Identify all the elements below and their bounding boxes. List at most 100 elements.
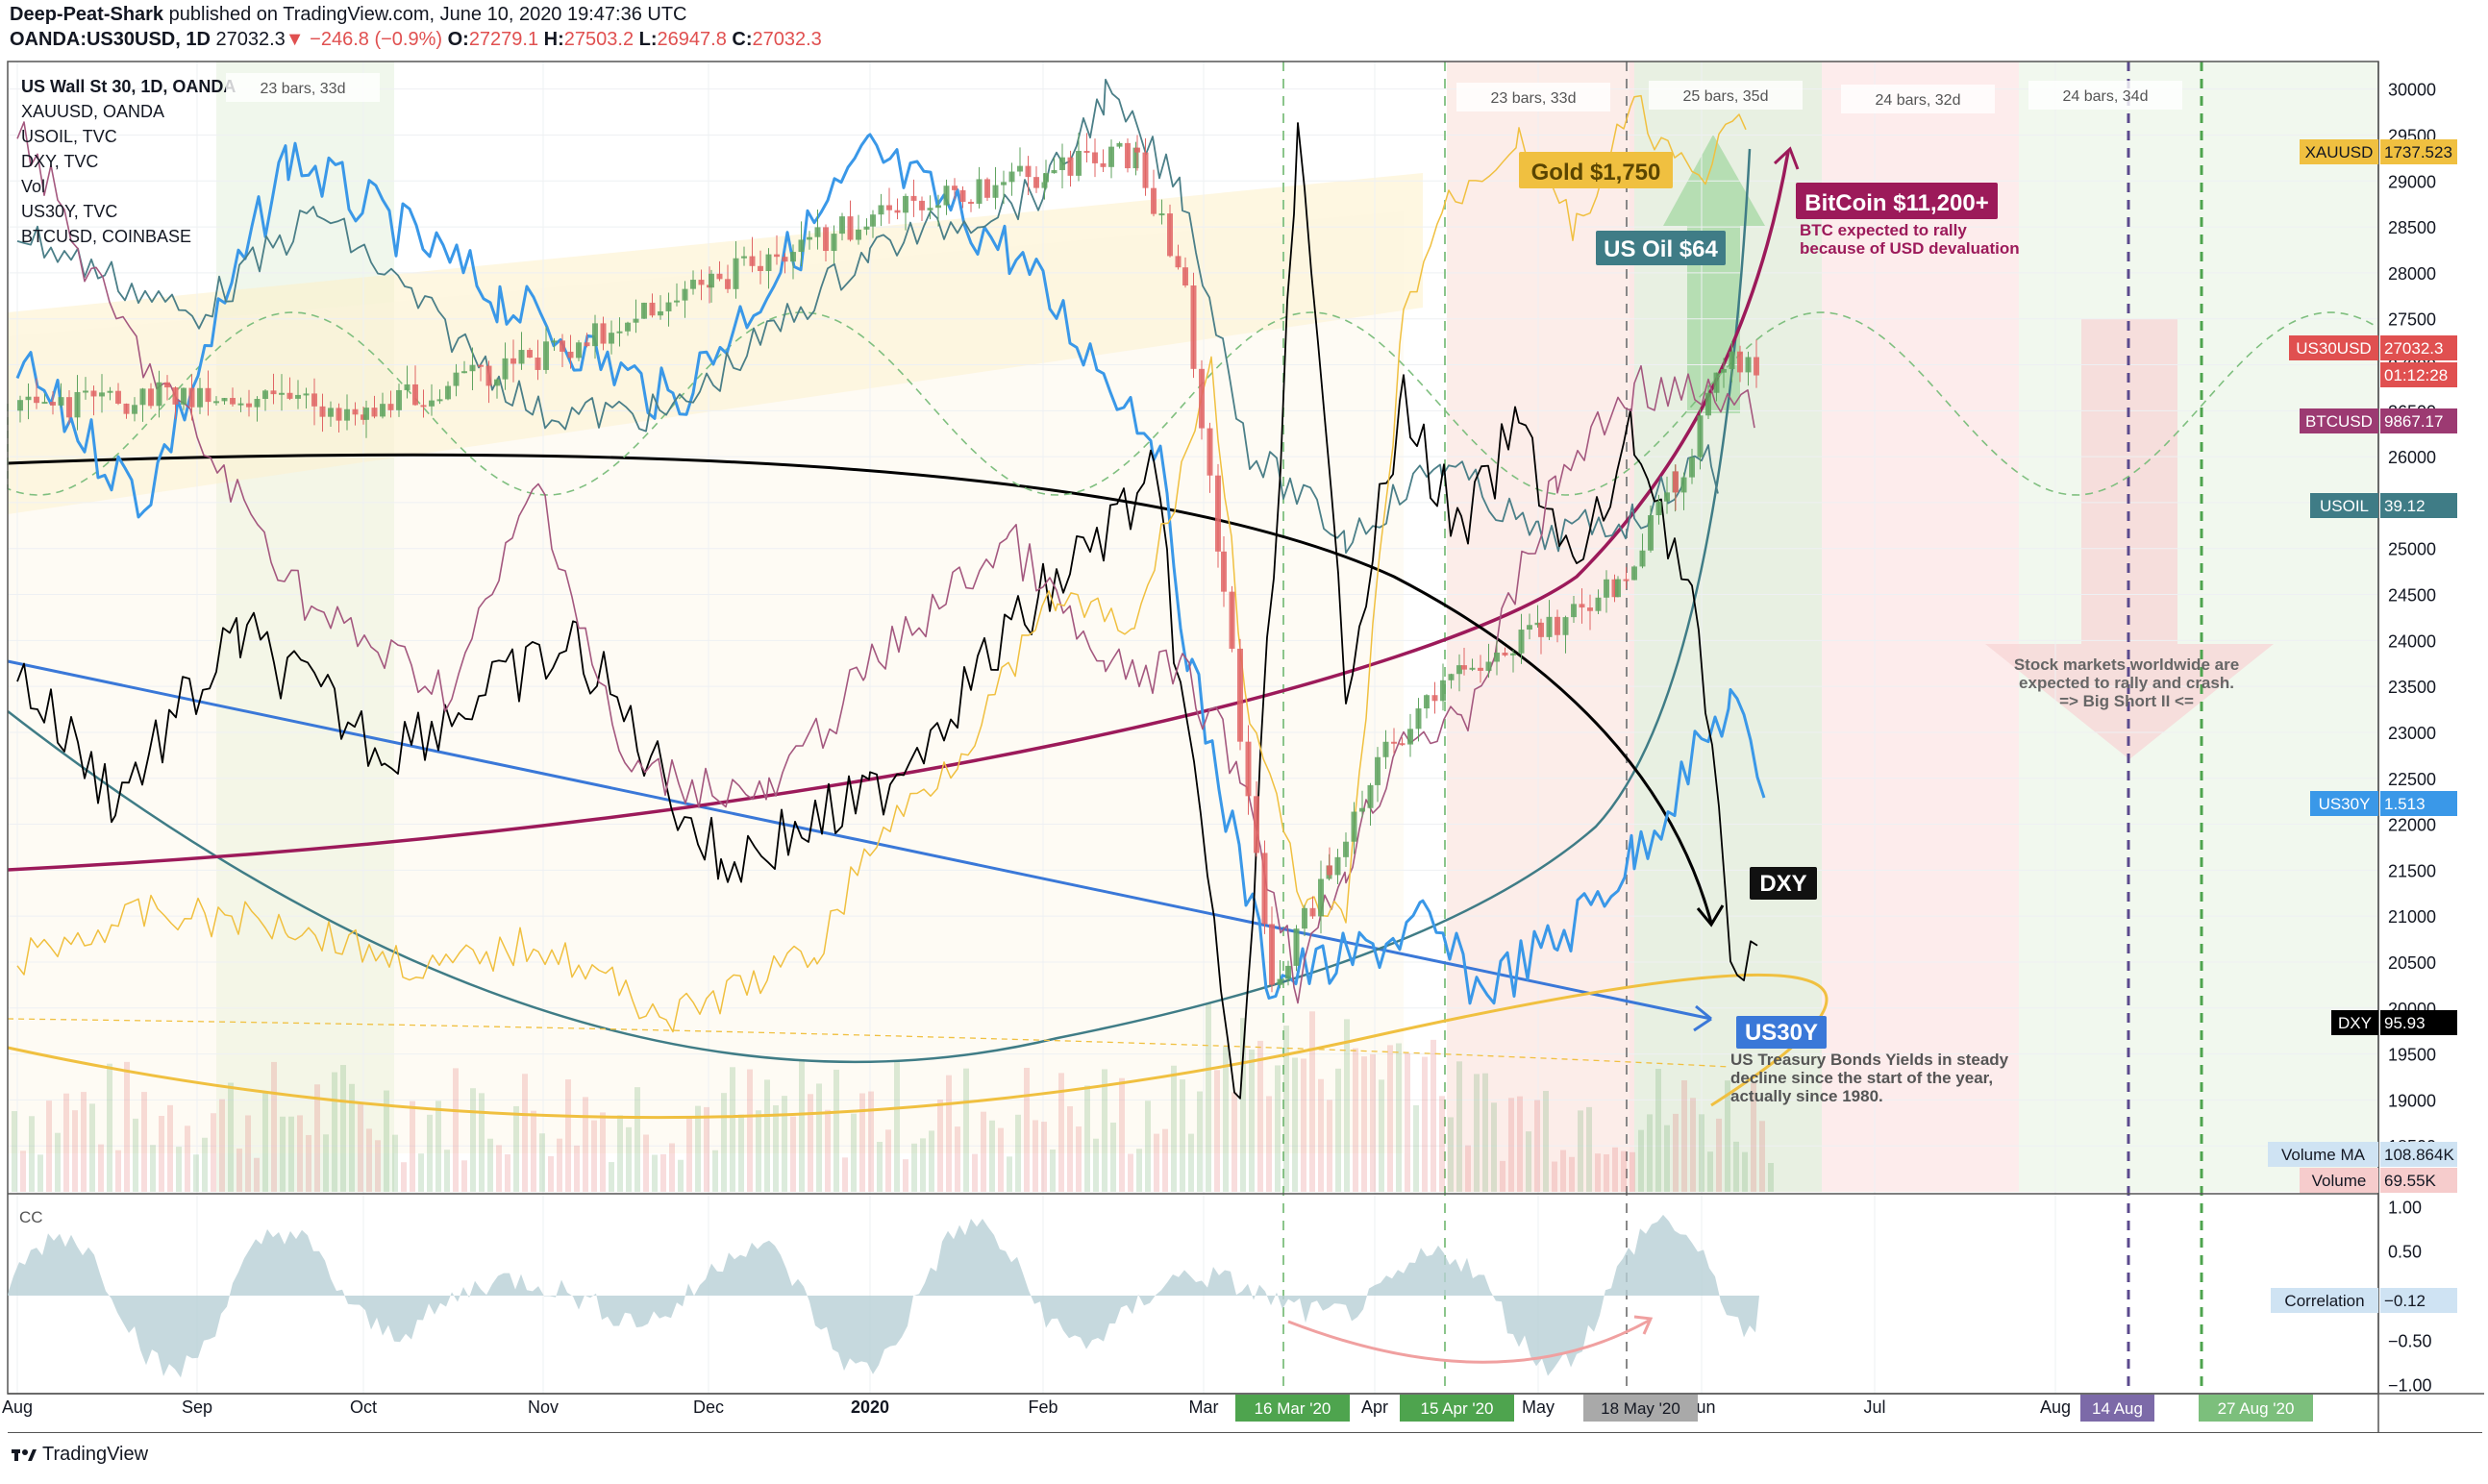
candle-body xyxy=(535,358,541,370)
bars-range-label: 23 bars, 33d xyxy=(1491,90,1577,107)
volume-bar xyxy=(747,1069,753,1192)
candle-body xyxy=(1745,357,1752,373)
x-tick-label: Apr xyxy=(1361,1397,1388,1417)
volume-bar xyxy=(1534,1100,1540,1192)
candle-body xyxy=(1494,652,1500,662)
volume-bar xyxy=(1344,1019,1350,1192)
volume-bar xyxy=(1673,1113,1679,1192)
price-tag-bg xyxy=(2380,1168,2457,1193)
volume-bar xyxy=(1128,1153,1133,1192)
candle-body xyxy=(943,186,950,206)
candle-body xyxy=(237,403,244,406)
volume-bar xyxy=(868,1091,874,1192)
footer-brand-name: TradingView xyxy=(42,1444,149,1465)
volume-bar xyxy=(306,1134,311,1192)
volume-bar xyxy=(1733,1141,1739,1192)
volume-bar xyxy=(1526,1131,1531,1192)
volume-bar xyxy=(1508,1098,1514,1192)
volume-bar xyxy=(219,1099,225,1192)
volume-bar xyxy=(1638,1129,1644,1192)
y-tick-label: 24000 xyxy=(2388,631,2436,651)
bars-label-bg xyxy=(1456,83,1610,111)
bitcoin-callout: BitCoin $11,200+ xyxy=(1804,190,1988,216)
candle-body xyxy=(1754,357,1759,376)
stocks-note: Stock markets worldwide are xyxy=(2014,655,2239,674)
cc-tick-label: −0.50 xyxy=(2388,1331,2432,1350)
candle-body xyxy=(172,387,179,405)
volume-bar xyxy=(340,1065,346,1192)
volume-bar xyxy=(314,1084,320,1192)
stocks-note: => Big Short II <= xyxy=(2059,692,2194,710)
volume-bar xyxy=(833,1069,839,1192)
candle-body xyxy=(741,256,747,259)
oil-callout-bg xyxy=(1596,231,1726,265)
volume-bar xyxy=(1751,1082,1756,1192)
volume-bar xyxy=(1084,1085,1090,1192)
price-tag-label-bg xyxy=(2300,139,2378,164)
volume-bar xyxy=(522,1074,528,1192)
candle-body xyxy=(1399,743,1406,746)
volume-bar xyxy=(427,1114,433,1192)
candle-body xyxy=(380,404,386,417)
price-tag-bg xyxy=(2380,335,2457,360)
ohlc-line: OANDA:US30USD, 1D 27032.3▼ −246.8 (−0.9%… xyxy=(10,29,822,51)
candle-body xyxy=(1302,907,1307,929)
legend-item: Vol xyxy=(21,177,45,196)
y-tick-label: 28500 xyxy=(2388,218,2436,237)
candle-body xyxy=(1067,157,1074,176)
volume-bar xyxy=(1586,1106,1592,1192)
volume-bar xyxy=(384,1090,389,1192)
candle-body xyxy=(1043,173,1049,183)
legend-item: DXY, TVC xyxy=(21,152,98,171)
volume-bar xyxy=(920,1138,926,1192)
candle-body xyxy=(968,201,974,204)
price-tag-label-bg xyxy=(2310,493,2378,518)
candle-body xyxy=(1167,213,1173,257)
price-tag-label: Volume xyxy=(2312,1172,2367,1190)
candle-body xyxy=(560,340,565,352)
volume-bar xyxy=(1604,1154,1609,1192)
candle-body xyxy=(1229,591,1235,649)
volume-bar xyxy=(1102,1069,1107,1192)
volume-bar xyxy=(1353,1048,1358,1192)
bitcoin-note: because of USD devaluation xyxy=(1800,239,2020,258)
volume-bar xyxy=(435,1101,441,1192)
cc-tick-label: 0.50 xyxy=(2388,1243,2422,1262)
volume-bar xyxy=(1448,1117,1454,1192)
candle-body xyxy=(66,397,72,418)
candle-body xyxy=(396,389,402,410)
volume-bar xyxy=(1257,1040,1263,1192)
volume-bar xyxy=(1413,1104,1419,1192)
bars-label-bg xyxy=(226,73,380,102)
correlation-arrow-icon xyxy=(1633,1315,1654,1335)
candle-body xyxy=(404,383,411,390)
candle-body xyxy=(1343,841,1349,857)
footer-brand[interactable]: TradingView xyxy=(12,1444,148,1466)
volume-bar xyxy=(678,1159,684,1192)
candle-body xyxy=(1100,162,1107,167)
us30y-note: actually since 1980. xyxy=(1730,1087,1883,1105)
candle-body xyxy=(976,179,983,204)
candle-body xyxy=(510,358,516,364)
volume-bar xyxy=(626,1126,632,1192)
volume-bar xyxy=(756,1110,761,1192)
candle-body xyxy=(1721,368,1727,373)
volume-bar xyxy=(1301,1058,1306,1192)
dxy-line xyxy=(16,122,1758,1100)
candle-body xyxy=(1132,147,1139,169)
candle-body xyxy=(107,390,113,393)
candle-body xyxy=(34,396,39,404)
price-tag-label-bg xyxy=(2268,1142,2378,1167)
candle-body xyxy=(790,252,796,262)
volume-bar xyxy=(574,1145,580,1192)
volume-bar xyxy=(133,1118,138,1192)
candle-body xyxy=(952,186,958,190)
volume-bar xyxy=(669,1143,675,1192)
gold-channel xyxy=(8,211,1404,1153)
cc-tag-label-bg xyxy=(2271,1288,2378,1313)
candle-body xyxy=(1546,616,1553,637)
candle-body xyxy=(58,397,64,406)
author-name[interactable]: Deep-Peat-Shark xyxy=(10,4,164,25)
volume-bar xyxy=(1309,1011,1315,1192)
